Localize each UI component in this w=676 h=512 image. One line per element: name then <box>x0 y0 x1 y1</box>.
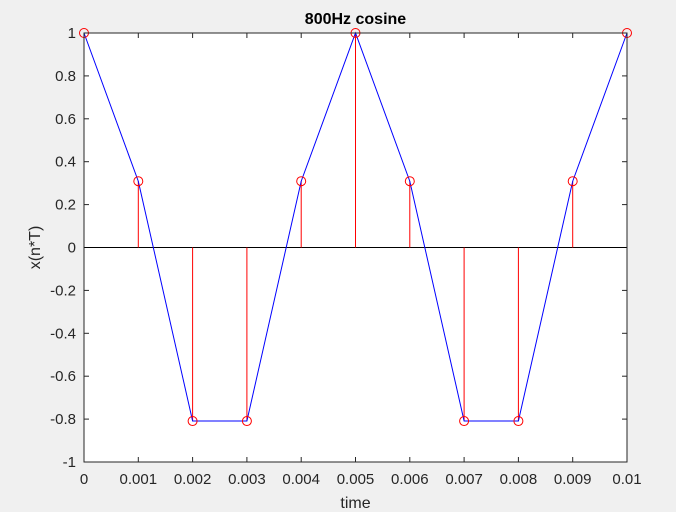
x-tick-label: 0.006 <box>391 471 429 488</box>
x-tick-label: 0.002 <box>174 471 212 488</box>
stem-marker <box>296 176 307 187</box>
y-axis-label: x(n*T) <box>27 226 44 270</box>
y-tick-label: 0.6 <box>55 111 76 128</box>
x-tick-label: 0.008 <box>500 471 538 488</box>
x-tick-label: 0.005 <box>337 471 375 488</box>
stem-marker <box>133 176 144 187</box>
y-tick-label: -0.6 <box>50 368 76 385</box>
y-tick-label: 0.8 <box>55 68 76 85</box>
y-tick-label: 0 <box>68 240 76 257</box>
x-tick-label: 0.009 <box>554 471 592 488</box>
x-tick-label: 0.007 <box>445 471 483 488</box>
x-tick-label: 0.001 <box>120 471 158 488</box>
x-axis-label: time <box>340 495 370 512</box>
y-tick-label: 0.4 <box>55 154 76 171</box>
stem-marker <box>567 176 578 187</box>
x-tick-label: 0.01 <box>612 471 641 488</box>
stem-marker <box>241 416 252 427</box>
x-tick-label: 0.003 <box>228 471 266 488</box>
y-tick-label: 0.2 <box>55 197 76 214</box>
y-tick-label: -0.8 <box>50 411 76 428</box>
y-tick-label: 1 <box>68 25 76 42</box>
y-tick-label: -0.2 <box>50 282 76 299</box>
stem-marker <box>187 416 198 427</box>
tick-labels-layer: 0 0.001 0.002 0.003 0.004 0.005 0.006 0.007 0.00… <box>50 25 641 488</box>
stem-marker <box>513 416 524 427</box>
x-tick-label: 0.004 <box>282 471 320 488</box>
stem-marker <box>404 176 415 187</box>
x-tick-label: 0 <box>80 471 88 488</box>
y-tick-label: -1 <box>63 454 76 471</box>
stem-marker <box>459 416 470 427</box>
y-tick-label: -0.4 <box>50 325 76 342</box>
axes-box <box>83 32 628 463</box>
chart-title: 800Hz cosine <box>305 11 406 28</box>
